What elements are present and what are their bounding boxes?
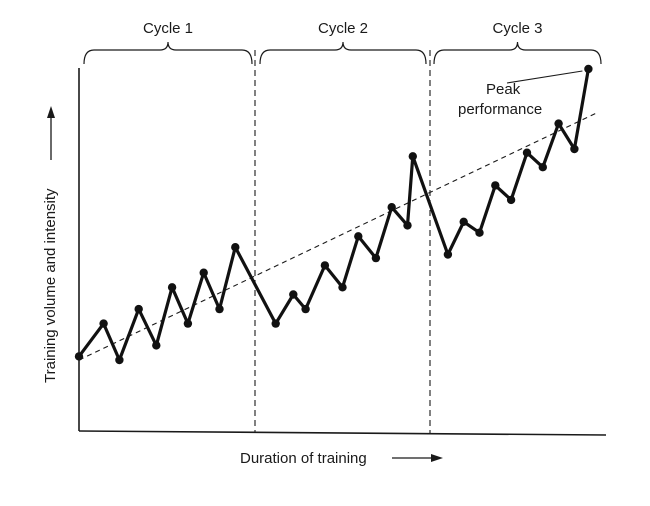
cycle-label-3: Cycle 3 <box>492 20 542 37</box>
data-point-26 <box>522 148 532 157</box>
data-point-2 <box>99 319 108 328</box>
cycle-dividers <box>254 50 431 433</box>
y-axis-label: Training volume and intensity <box>42 188 59 383</box>
data-point-17 <box>371 253 381 263</box>
data-point-3 <box>115 355 124 365</box>
data-point-11 <box>271 319 280 328</box>
data-point-20 <box>408 152 417 161</box>
peak-annotation-line2: performance <box>458 101 542 118</box>
data-point-1 <box>74 352 84 361</box>
data-point-6 <box>167 283 177 292</box>
data-point-16 <box>354 232 363 241</box>
cycle-brace-3 <box>433 41 602 65</box>
cycle-label-1: Cycle 1 <box>143 20 193 37</box>
data-point-28 <box>554 119 563 128</box>
data-point-9 <box>215 304 224 314</box>
data-point-5 <box>152 341 161 350</box>
performance-series-line <box>77 68 590 362</box>
data-point-7 <box>183 319 193 328</box>
data-point-21 <box>443 250 453 259</box>
trend-line <box>78 112 598 361</box>
data-point-24 <box>491 181 500 190</box>
performance-points <box>74 64 593 365</box>
cycle-brace-2 <box>259 41 427 65</box>
data-point-4 <box>134 304 143 314</box>
data-point-15 <box>338 283 347 292</box>
data-point-8 <box>199 268 208 277</box>
data-point-18 <box>387 203 396 212</box>
data-point-19 <box>403 221 412 230</box>
data-point-23 <box>475 228 484 237</box>
data-point-13 <box>301 304 310 314</box>
cycle-brace-1 <box>83 41 253 65</box>
data-point-25 <box>506 195 516 205</box>
x-axis-line <box>78 430 607 436</box>
x-axis-label: Duration of training <box>240 450 367 467</box>
data-point-22 <box>459 217 468 226</box>
cycle-labels: Cycle 1 Cycle 2 Cycle 3 <box>143 20 543 37</box>
data-point-27 <box>538 163 547 172</box>
data-point-29 <box>570 144 579 154</box>
x-axis-arrow-head <box>431 454 443 462</box>
data-point-12 <box>289 290 298 299</box>
data-point-30 <box>584 64 593 74</box>
peak-annotation-line1: Peak <box>486 81 521 98</box>
peak-leader-line <box>506 70 583 84</box>
y-axis-arrow-head <box>47 106 55 118</box>
data-point-10 <box>231 243 240 252</box>
cycle-braces <box>83 41 602 65</box>
cycle-label-2: Cycle 2 <box>318 20 368 37</box>
data-point-14 <box>320 261 330 270</box>
